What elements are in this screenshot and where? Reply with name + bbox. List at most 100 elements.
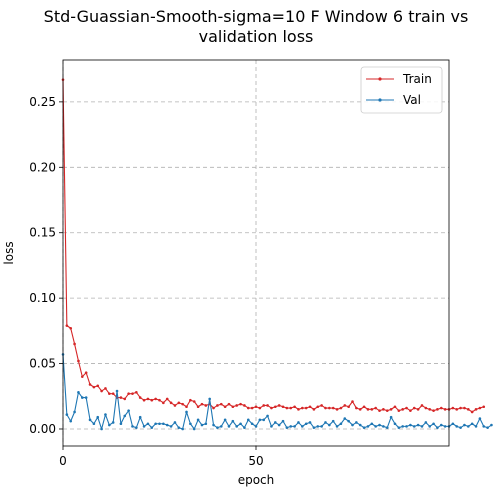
- val-point: [189, 422, 192, 426]
- train-point: [231, 405, 235, 409]
- val-point: [463, 423, 466, 427]
- val-point: [196, 418, 200, 422]
- val-point: [324, 421, 327, 424]
- val-point: [208, 397, 211, 401]
- train-point: [463, 406, 466, 410]
- val-point: [88, 418, 92, 422]
- val-point: [115, 389, 119, 393]
- train-point: [162, 401, 165, 405]
- train-point: [158, 398, 161, 402]
- train-point: [405, 406, 408, 410]
- train-point: [235, 404, 238, 407]
- val-point: [96, 415, 100, 419]
- val-point: [77, 391, 80, 394]
- series-layer: [61, 78, 493, 431]
- train-point: [254, 405, 258, 409]
- val-point: [362, 426, 366, 429]
- train-point: [258, 406, 262, 410]
- train-point: [246, 406, 250, 410]
- val-point: [73, 410, 76, 414]
- val-point: [127, 409, 130, 412]
- val-point: [355, 421, 358, 424]
- train-point: [266, 404, 269, 407]
- train-point: [154, 397, 157, 401]
- train-point: [436, 408, 439, 411]
- val-point: [343, 417, 347, 420]
- val-point: [297, 421, 300, 424]
- val-point: [451, 422, 455, 426]
- train-point: [123, 397, 127, 401]
- val-point: [339, 422, 343, 426]
- val-point: [270, 425, 273, 428]
- train-point: [401, 408, 404, 411]
- train-point: [459, 406, 462, 410]
- val-point: [439, 423, 443, 427]
- val-point: [412, 425, 416, 428]
- val-point: [401, 425, 404, 428]
- legend-label-val: Val: [403, 93, 421, 107]
- train-point: [281, 405, 285, 409]
- val-point: [490, 423, 493, 427]
- train-point: [382, 408, 385, 411]
- val-point: [119, 422, 123, 426]
- val-point: [185, 410, 188, 414]
- val-point: [366, 425, 370, 428]
- train-point: [127, 392, 130, 395]
- train-point: [104, 387, 107, 390]
- val-point: [304, 422, 308, 426]
- train-point: [277, 404, 281, 407]
- val-point: [169, 425, 173, 428]
- train-point: [451, 406, 455, 410]
- val-point: [212, 423, 215, 427]
- train-point: [424, 406, 428, 410]
- train-point: [312, 408, 316, 411]
- train-point: [358, 408, 362, 411]
- train-point: [173, 404, 177, 407]
- train-point: [285, 406, 289, 410]
- val-point: [335, 425, 339, 428]
- train-point: [185, 405, 188, 409]
- val-point: [478, 417, 482, 420]
- legend-marker-val: [378, 98, 382, 102]
- val-point: [416, 423, 420, 427]
- train-point: [77, 359, 80, 363]
- val-point: [470, 422, 474, 426]
- val-point: [420, 425, 424, 428]
- train-point: [212, 406, 215, 410]
- train-point: [135, 391, 138, 394]
- series-train: [61, 78, 486, 414]
- val-point: [111, 421, 115, 424]
- train-point: [297, 408, 300, 411]
- val-point: [293, 425, 296, 428]
- val-point: [486, 426, 489, 429]
- val-point: [285, 426, 289, 429]
- val-point: [347, 419, 350, 423]
- train-point: [200, 402, 204, 406]
- val-point: [428, 425, 432, 428]
- val-point: [289, 425, 293, 428]
- val-point: [274, 421, 277, 424]
- train-point: [389, 408, 393, 411]
- train-point: [131, 392, 134, 395]
- val-point: [239, 422, 242, 426]
- train-point: [320, 404, 323, 407]
- train-point: [409, 409, 412, 412]
- train-point: [96, 384, 100, 388]
- val-point: [177, 426, 181, 429]
- x-tick-label: 50: [248, 454, 263, 468]
- val-point: [374, 425, 377, 428]
- train-point: [196, 405, 200, 409]
- train-point: [331, 406, 335, 410]
- train-point: [293, 405, 296, 409]
- val-point: [436, 426, 439, 429]
- val-point: [227, 425, 231, 428]
- val-point: [235, 425, 238, 428]
- val-point: [104, 413, 107, 416]
- val-point: [150, 426, 154, 429]
- train-point: [227, 402, 231, 406]
- val-point: [370, 422, 374, 426]
- train-point: [370, 408, 374, 411]
- x-tick-label: 0: [59, 454, 67, 468]
- train-point: [397, 409, 401, 412]
